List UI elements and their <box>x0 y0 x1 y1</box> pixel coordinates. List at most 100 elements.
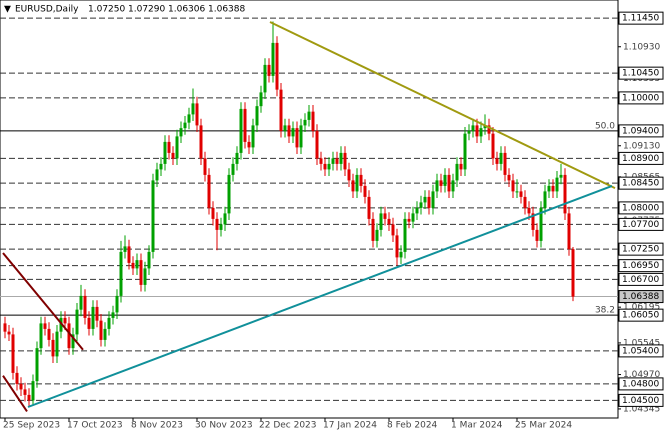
candle-body <box>383 213 387 219</box>
candle-body <box>443 174 447 186</box>
trendline <box>2 252 84 351</box>
candle-body <box>151 180 155 252</box>
y-tick-label: 1.04970 <box>623 370 660 380</box>
candle-body <box>103 328 107 340</box>
candle-body <box>243 108 247 142</box>
candle-body <box>75 309 79 335</box>
header-high: 1.07290 <box>128 5 165 15</box>
candle-body <box>303 119 307 126</box>
candle-body <box>119 251 123 296</box>
x-tick-label: 17 Oct 2023 <box>67 421 123 431</box>
level-box <box>618 393 664 407</box>
candle-body <box>463 133 467 170</box>
candle-body <box>523 196 527 208</box>
candle-body <box>319 158 323 164</box>
candle-body <box>247 141 251 148</box>
candle-body <box>267 64 271 76</box>
trendline <box>269 21 616 190</box>
candle-body <box>15 372 19 384</box>
candle-body <box>387 218 391 225</box>
candle-body <box>531 213 535 230</box>
candle-body <box>203 158 207 175</box>
candle-body <box>343 152 347 170</box>
candle-body <box>435 180 439 192</box>
candle-body <box>95 306 99 321</box>
candle-body <box>107 317 111 329</box>
candle-body <box>407 218 411 222</box>
candle-body <box>519 191 523 197</box>
candle-body <box>287 125 291 137</box>
level-box <box>618 344 664 358</box>
x-tick-label: 8 Feb 2024 <box>387 421 438 431</box>
level-box <box>618 176 664 190</box>
level-label: 1.11450 <box>622 14 659 24</box>
candle-body <box>551 185 555 192</box>
x-tick-label: 30 Nov 2023 <box>195 421 253 431</box>
candle-body <box>555 177 559 192</box>
level-label: 1.06050 <box>622 311 659 321</box>
candle-body <box>159 163 163 170</box>
level-label: 1.06700 <box>622 275 659 285</box>
candle-body <box>379 213 383 230</box>
candle-body <box>263 64 267 93</box>
candle-body <box>67 323 71 349</box>
current-price-box <box>618 290 664 304</box>
header-low: 1.06306 <box>168 5 205 15</box>
level-label: 1.07700 <box>622 220 659 230</box>
collapse-arrow: ▼ <box>4 5 11 15</box>
fib-label: 38.2 <box>595 306 615 316</box>
x-tick-label: 25 Sep 2023 <box>3 421 60 431</box>
candle-body <box>91 306 95 329</box>
y-tick-label: 1.09130 <box>623 141 660 151</box>
candle-body <box>491 133 495 159</box>
candle-body <box>115 295 119 313</box>
trendline <box>27 184 613 408</box>
candle-body <box>255 106 259 126</box>
candle-body <box>195 103 199 126</box>
candle-body <box>367 196 371 219</box>
candle-body <box>131 262 135 269</box>
candle-body <box>71 334 75 349</box>
candle-body <box>251 125 255 148</box>
candle-body <box>355 174 359 192</box>
candle-body <box>415 207 419 214</box>
y-tick-label: 1.06195 <box>623 303 660 313</box>
candle-body <box>171 152 175 159</box>
candle-body <box>455 163 459 181</box>
candle-body <box>235 152 239 164</box>
candle-body <box>543 191 547 208</box>
candle-body <box>183 122 187 129</box>
candle-body <box>239 108 243 153</box>
x-tick-label: 22 Dec 2023 <box>259 421 317 431</box>
candle-body <box>215 218 219 230</box>
candle-body <box>227 174 231 214</box>
level-box <box>618 308 664 322</box>
x-tick-label: 8 Nov 2023 <box>131 421 183 431</box>
candle-body <box>63 317 67 324</box>
candle-body <box>47 328 51 340</box>
level-box <box>618 272 664 286</box>
candle-body <box>511 180 515 192</box>
candle-body <box>331 158 335 164</box>
trendline <box>2 375 28 412</box>
candle-body <box>471 125 475 131</box>
candle-body <box>311 111 315 131</box>
candle-body <box>547 185 551 192</box>
level-label: 1.06950 <box>622 261 659 271</box>
candle-body <box>211 207 215 219</box>
candle-body <box>535 229 539 241</box>
candle-body <box>495 158 499 164</box>
candle-body <box>459 163 463 170</box>
candle-body <box>291 128 295 137</box>
candle-body <box>283 125 287 131</box>
candle-body <box>135 260 139 269</box>
x-tick-label: 17 Jan 2024 <box>323 421 377 431</box>
candle-body <box>279 89 283 131</box>
candle-body <box>231 163 235 175</box>
candle-body <box>295 128 299 148</box>
candle-body <box>487 125 491 134</box>
x-tick-label: 1 Mar 2024 <box>451 421 503 431</box>
level-box <box>618 151 664 165</box>
candle-body <box>223 213 227 225</box>
